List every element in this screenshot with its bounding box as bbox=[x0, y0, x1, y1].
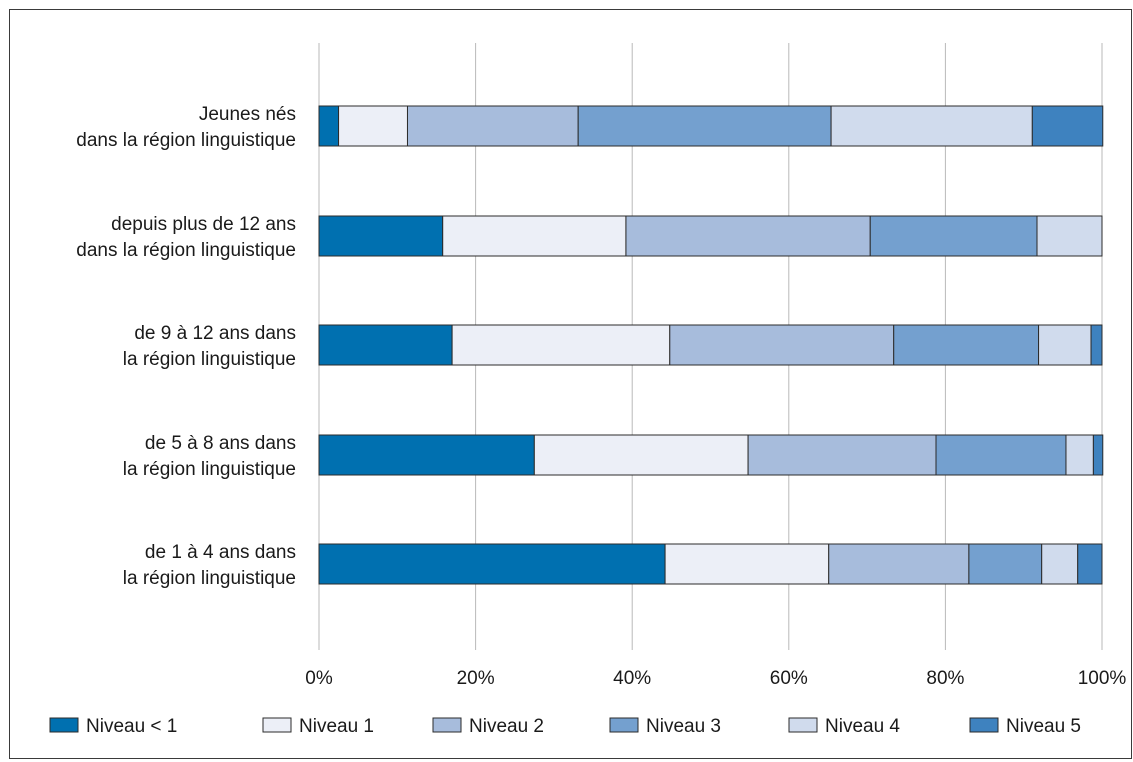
legend-label: Niveau 5 bbox=[1006, 716, 1081, 737]
bar-segment bbox=[747, 434, 937, 476]
bar-segment bbox=[1092, 434, 1104, 476]
bar-segment bbox=[406, 105, 579, 147]
legend-label: Niveau 1 bbox=[299, 716, 374, 737]
bar-segment bbox=[451, 324, 671, 366]
bar-segment bbox=[318, 543, 666, 585]
x-tick-label: 60% bbox=[770, 668, 808, 689]
stacked-bar-chart: Jeunes nés dans la région linguistique dep… bbox=[49, 43, 1127, 737]
bar-segment bbox=[1090, 324, 1103, 366]
legend-swatch bbox=[609, 717, 639, 733]
category-label: dans la région linguistique bbox=[76, 240, 296, 261]
category-label: de 1 à 4 ans dans bbox=[145, 542, 296, 563]
category-label: depuis plus de 12 ans bbox=[111, 214, 296, 235]
category-label: de 5 à 8 ans dans bbox=[145, 433, 296, 454]
bar-segment bbox=[318, 434, 535, 476]
bar-segment bbox=[318, 105, 340, 147]
category-label: dans la région linguistique bbox=[76, 130, 296, 151]
chart-frame: Jeunes nés dans la région linguistique dep… bbox=[9, 9, 1132, 759]
bar-segment bbox=[828, 543, 970, 585]
bar-segment bbox=[318, 215, 444, 257]
legend-label: Niveau 3 bbox=[646, 716, 721, 737]
legend-label: Niveau < 1 bbox=[86, 716, 177, 737]
legend-swatch bbox=[969, 717, 999, 733]
legend-swatch bbox=[788, 717, 818, 733]
bar-segment bbox=[577, 105, 832, 147]
bar-segment bbox=[830, 105, 1033, 147]
x-tick-label: 80% bbox=[926, 668, 964, 689]
legend-swatch bbox=[432, 717, 462, 733]
x-tick-label: 40% bbox=[613, 668, 651, 689]
legend-label: Niveau 2 bbox=[469, 716, 544, 737]
legend-swatch bbox=[49, 717, 79, 733]
bar-segment bbox=[669, 324, 895, 366]
category-label: la région linguistique bbox=[123, 349, 296, 370]
bar-segment bbox=[1041, 543, 1079, 585]
legend-swatch bbox=[262, 717, 292, 733]
bar-segment bbox=[893, 324, 1040, 366]
bar-segment bbox=[968, 543, 1043, 585]
bar-segment bbox=[664, 543, 830, 585]
bar-segment bbox=[625, 215, 871, 257]
bar-segment bbox=[869, 215, 1038, 257]
category-label: la région linguistique bbox=[123, 459, 296, 480]
bar-segment bbox=[533, 434, 749, 476]
bar-segment bbox=[1031, 105, 1104, 147]
category-label: la région linguistique bbox=[123, 568, 296, 589]
bar-segment bbox=[1065, 434, 1094, 476]
bar-segment bbox=[935, 434, 1067, 476]
x-tick-label: 20% bbox=[457, 668, 495, 689]
x-tick-label: 0% bbox=[305, 668, 333, 689]
bar-segment bbox=[1038, 324, 1092, 366]
bar-segment bbox=[338, 105, 408, 147]
bar-segment bbox=[1077, 543, 1103, 585]
bar-segment bbox=[318, 324, 453, 366]
category-label: Jeunes nés bbox=[199, 104, 296, 125]
bar-segment bbox=[1036, 215, 1103, 257]
category-label: de 9 à 12 ans dans bbox=[134, 323, 296, 344]
bar-segment bbox=[442, 215, 627, 257]
legend-label: Niveau 4 bbox=[825, 716, 900, 737]
x-tick-label: 100% bbox=[1078, 668, 1127, 689]
